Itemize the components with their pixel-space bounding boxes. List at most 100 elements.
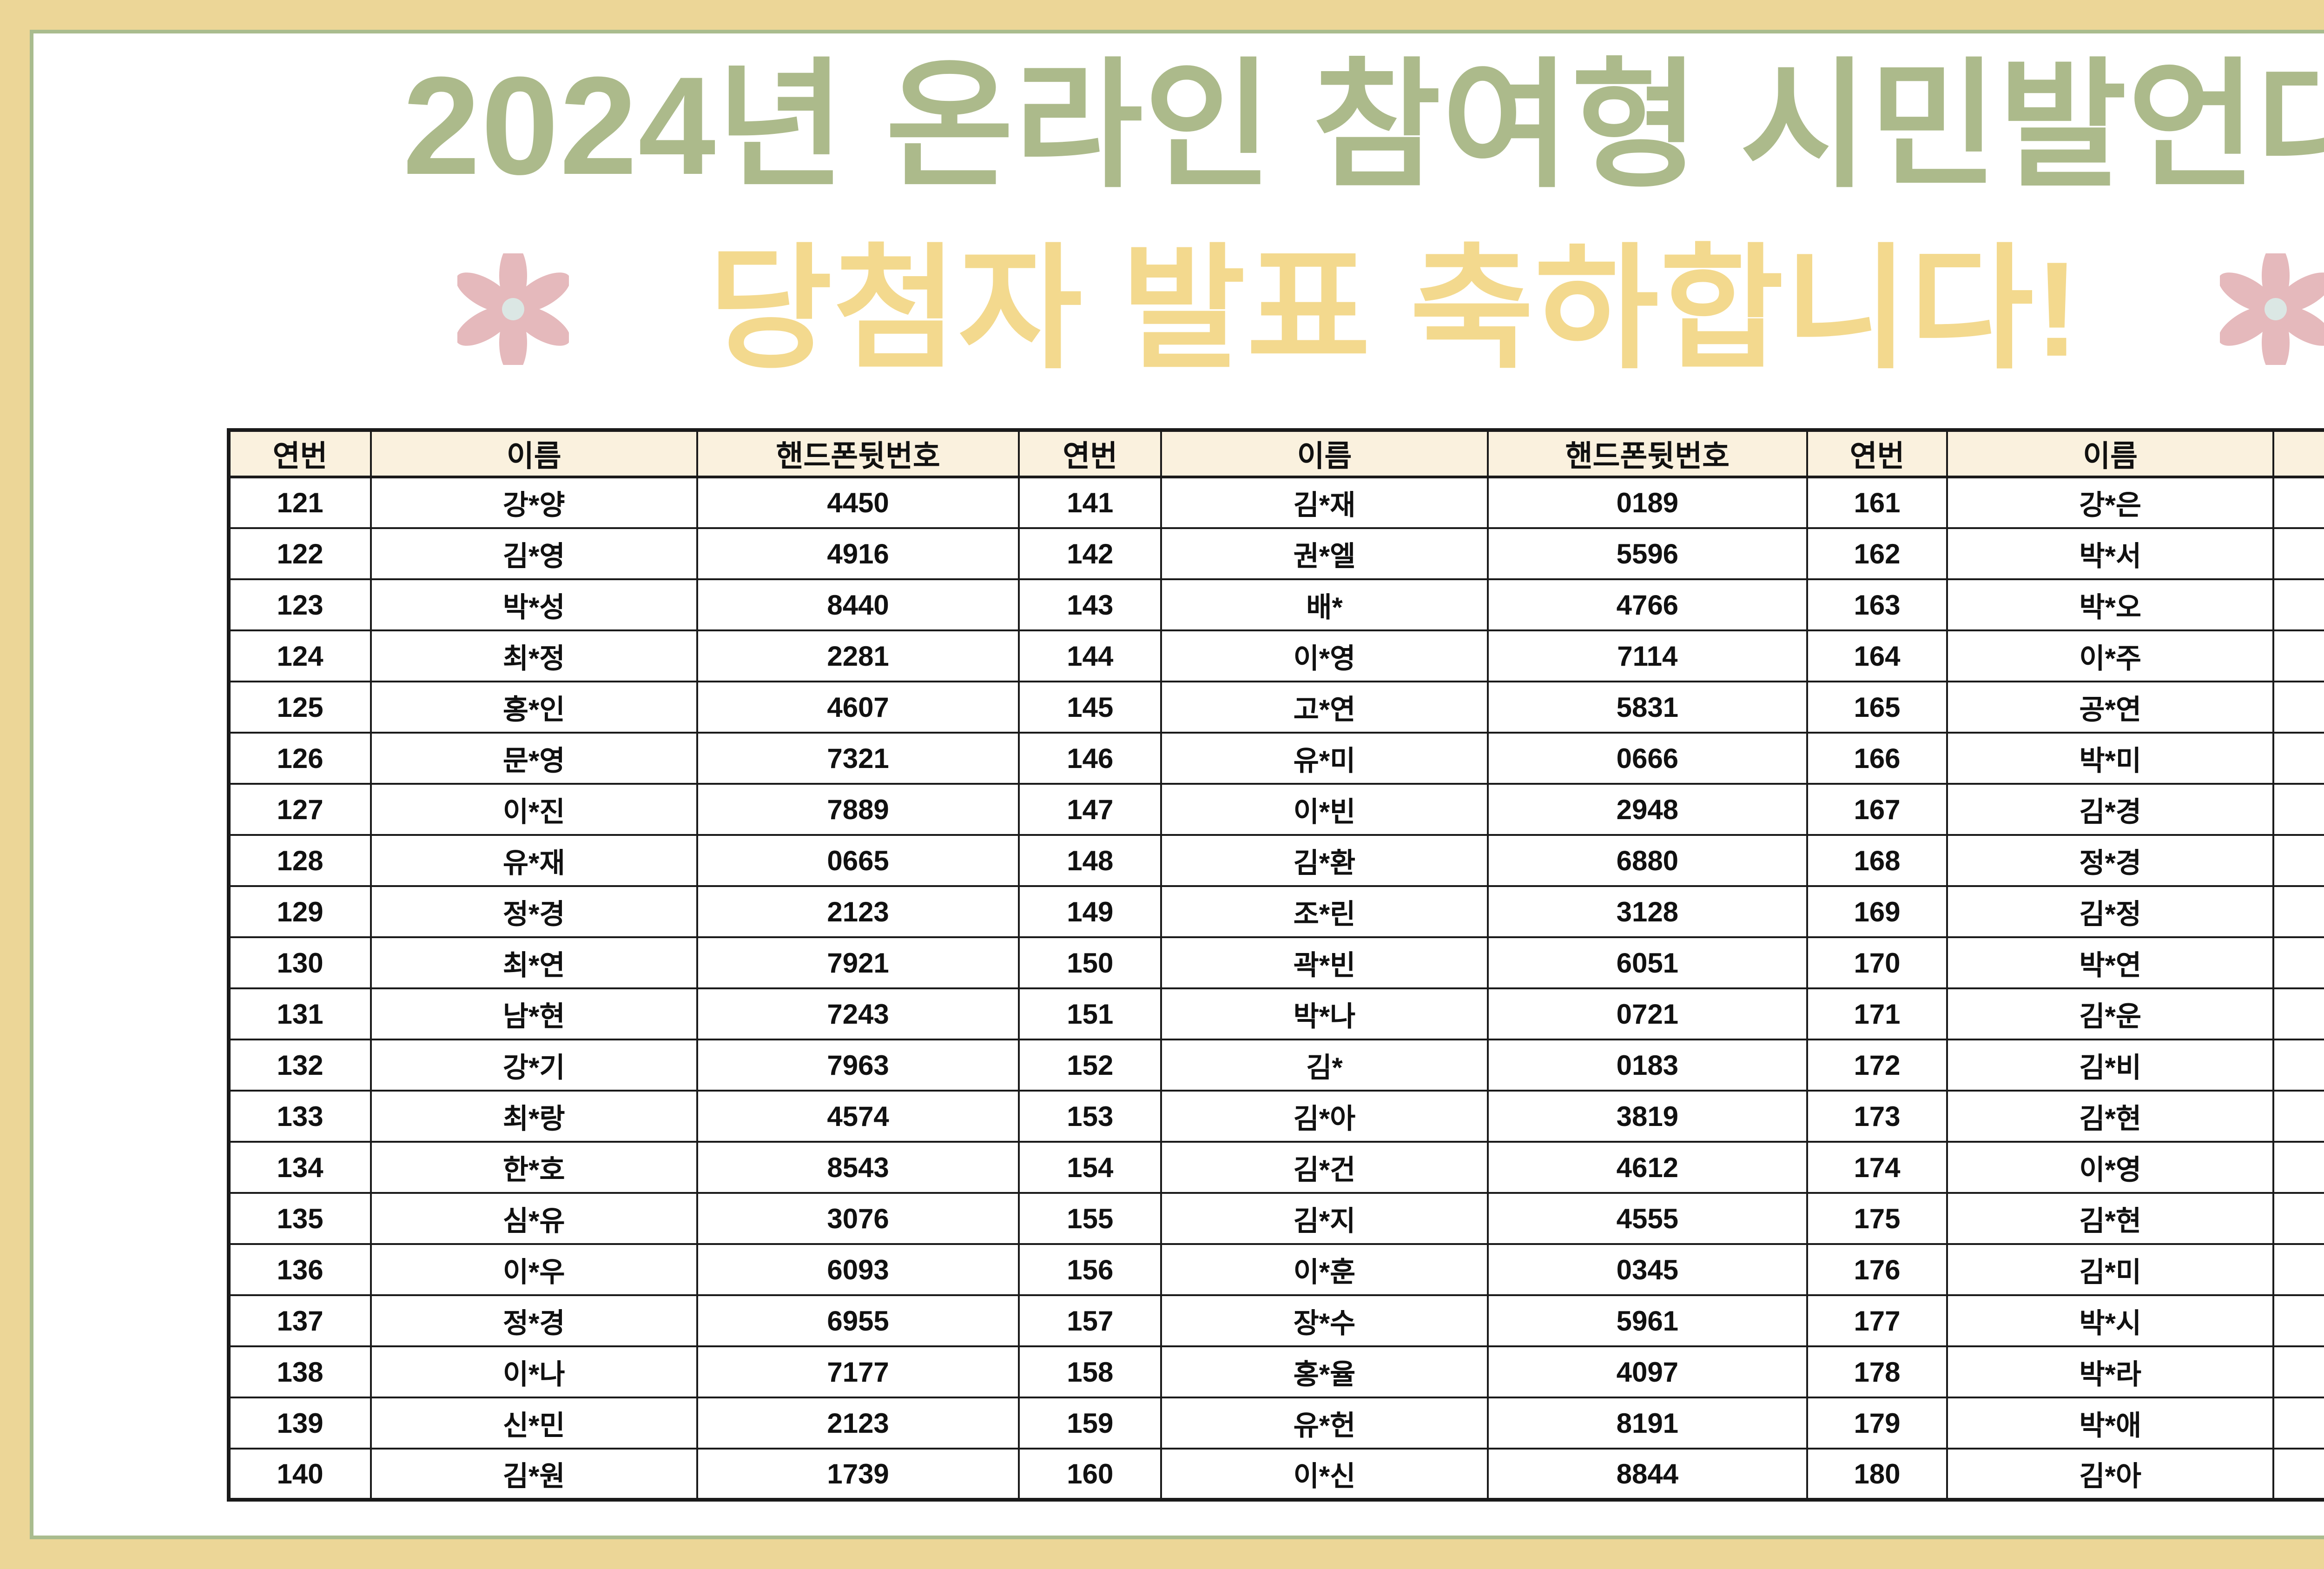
cell-serial-number: 169 bbox=[1806, 885, 1948, 938]
cell-winner-name: 이*빈 bbox=[1160, 783, 1489, 836]
cell-winner-name: 곽*빈 bbox=[1160, 936, 1489, 989]
cell-phone-last-digits: 2123 bbox=[696, 885, 1020, 938]
cell-serial-number: 171 bbox=[1806, 987, 1948, 1040]
cell-serial-number: 121 bbox=[227, 476, 372, 529]
cell-winner-name: 김*재 bbox=[1160, 476, 1489, 529]
cell-serial-number: 124 bbox=[227, 629, 372, 682]
cell-phone-last-digits: 8440 bbox=[696, 578, 1020, 631]
cell-phone-last-digits: 9443 bbox=[2272, 527, 2324, 580]
column-header: 연번 bbox=[1018, 429, 1162, 478]
cell-phone-last-digits: 6051 bbox=[1486, 936, 1808, 989]
cell-winner-name: 최*연 bbox=[370, 936, 698, 989]
cell-winner-name: 강*은 bbox=[1946, 476, 2275, 529]
cell-phone-last-digits: 6880 bbox=[1486, 834, 1808, 887]
table-header-row: 연번이름핸드폰뒷번호연번이름핸드폰뒷번호연번이름핸드폰뒷번호 bbox=[227, 429, 2324, 478]
column-header: 이름 bbox=[370, 429, 698, 478]
cell-winner-name: 권*엘 bbox=[1160, 527, 1489, 580]
cell-winner-name: 박*오 bbox=[1946, 578, 2275, 631]
cell-winner-name: 정*경 bbox=[370, 885, 698, 938]
cell-winner-name: 박*시 bbox=[1946, 1294, 2275, 1347]
cell-phone-last-digits: 7963 bbox=[696, 1039, 1020, 1092]
cell-winner-name: 김* bbox=[1160, 1039, 1489, 1092]
cell-winner-name: 이*영 bbox=[1946, 1141, 2275, 1194]
cell-phone-last-digits: 2281 bbox=[696, 629, 1020, 682]
column-header: 핸드폰뒷번호 bbox=[1486, 429, 1808, 478]
cell-phone-last-digits: 4884 bbox=[2272, 885, 2324, 938]
cell-serial-number: 154 bbox=[1018, 1141, 1162, 1194]
cell-serial-number: 125 bbox=[227, 681, 372, 734]
cell-winner-name: 정*경 bbox=[1946, 834, 2275, 887]
cell-serial-number: 164 bbox=[1806, 629, 1948, 682]
cell-phone-last-digits: 4916 bbox=[696, 527, 1020, 580]
cell-serial-number: 166 bbox=[1806, 732, 1948, 785]
cell-serial-number: 160 bbox=[1018, 1448, 1162, 1501]
cell-phone-last-digits: 7177 bbox=[696, 1345, 1020, 1398]
column-header: 연번 bbox=[1806, 429, 1948, 478]
cell-phone-last-digits: 9403 bbox=[2272, 936, 2324, 989]
cell-serial-number: 177 bbox=[1806, 1294, 1948, 1347]
cell-serial-number: 165 bbox=[1806, 681, 1948, 734]
column-header: 이름 bbox=[1160, 429, 1489, 478]
cell-serial-number: 173 bbox=[1806, 1090, 1948, 1143]
cell-winner-name: 홍*율 bbox=[1160, 1345, 1489, 1398]
cell-serial-number: 143 bbox=[1018, 578, 1162, 631]
column-header: 이름 bbox=[1946, 429, 2275, 478]
cell-winner-name: 김*아 bbox=[1160, 1090, 1489, 1143]
cell-phone-last-digits: 7948 bbox=[2272, 578, 2324, 631]
cell-winner-name: 문*영 bbox=[370, 732, 698, 785]
cell-winner-name: 박*서 bbox=[1946, 527, 2275, 580]
cell-phone-last-digits: 7114 bbox=[1486, 629, 1808, 682]
cell-phone-last-digits: 5125 bbox=[2272, 1448, 2324, 1501]
cell-serial-number: 128 bbox=[227, 834, 372, 887]
cell-serial-number: 137 bbox=[227, 1294, 372, 1347]
cell-serial-number: 149 bbox=[1018, 885, 1162, 938]
cell-phone-last-digits: 4097 bbox=[1486, 1345, 1808, 1398]
cell-serial-number: 134 bbox=[227, 1141, 372, 1194]
cell-winner-name: 강*기 bbox=[370, 1039, 698, 1092]
cell-serial-number: 163 bbox=[1806, 578, 1948, 631]
cell-winner-name: 한*호 bbox=[370, 1141, 698, 1194]
cell-phone-last-digits: 8835 bbox=[2272, 1039, 2324, 1092]
cell-serial-number: 168 bbox=[1806, 834, 1948, 887]
cell-winner-name: 이*진 bbox=[370, 783, 698, 836]
cell-winner-name: 최*랑 bbox=[370, 1090, 698, 1143]
cell-serial-number: 131 bbox=[227, 987, 372, 1040]
cell-serial-number: 170 bbox=[1806, 936, 1948, 989]
cell-phone-last-digits: 1739 bbox=[696, 1448, 1020, 1501]
cell-winner-name: 박*연 bbox=[1946, 936, 2275, 989]
cell-winner-name: 유*미 bbox=[1160, 732, 1489, 785]
cell-winner-name: 김*지 bbox=[1160, 1192, 1489, 1245]
cell-serial-number: 130 bbox=[227, 936, 372, 989]
cell-winner-name: 유*재 bbox=[370, 834, 698, 887]
cell-serial-number: 142 bbox=[1018, 527, 1162, 580]
page-title: 2024년 온라인 참여형 시민발언대 bbox=[403, 47, 2324, 204]
cell-phone-last-digits: 0721 bbox=[1486, 987, 1808, 1040]
cell-phone-last-digits: 4574 bbox=[696, 1090, 1020, 1143]
cell-winner-name: 김*정 bbox=[1946, 885, 2275, 938]
column-header: 연번 bbox=[227, 429, 372, 478]
cell-phone-last-digits: 0427 bbox=[2272, 1345, 2324, 1398]
cell-phone-last-digits: 3128 bbox=[1486, 885, 1808, 938]
cell-phone-last-digits: 2948 bbox=[1486, 783, 1808, 836]
cell-serial-number: 146 bbox=[1018, 732, 1162, 785]
cell-serial-number: 135 bbox=[227, 1192, 372, 1245]
cell-winner-name: 김*영 bbox=[370, 527, 698, 580]
cell-winner-name: 이*나 bbox=[370, 1345, 698, 1398]
cell-serial-number: 133 bbox=[227, 1090, 372, 1143]
cell-phone-last-digits: 5961 bbox=[1486, 1294, 1808, 1347]
cell-phone-last-digits: 5831 bbox=[1486, 681, 1808, 734]
cell-winner-name: 김*건 bbox=[1160, 1141, 1489, 1194]
